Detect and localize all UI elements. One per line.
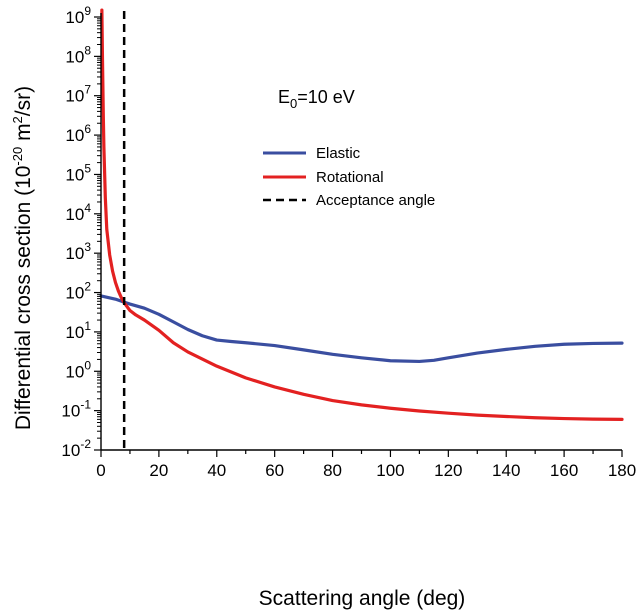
y-tick-label: 107 — [65, 83, 91, 106]
x-tick-label: 20 — [149, 461, 168, 480]
x-tick-label: 180 — [608, 461, 636, 480]
y-axis-label-suffix: /sr) — [12, 86, 35, 116]
y-tick-label: 108 — [65, 43, 91, 66]
x-ticks: 0 20 40 60 80 100 120 140 160 180 — [96, 450, 636, 480]
x-tick-label: 60 — [265, 461, 284, 480]
legend-label-acceptance: Acceptance angle — [316, 192, 435, 209]
series-line-rotational — [100, 8, 624, 421]
legend-label-rotational: Rotational — [316, 169, 384, 186]
y-tick-label: 103 — [65, 240, 91, 263]
y-axis-label-prefix: Differential cross section (10 — [12, 166, 35, 431]
energy-annotation-rest: =10 eV — [297, 87, 355, 107]
x-tick-label: 0 — [96, 461, 105, 480]
x-tick-label: 120 — [434, 461, 462, 480]
x-tick-label: 140 — [492, 461, 520, 480]
y-tick-label: 101 — [65, 319, 91, 342]
energy-annotation-subscript: 0 — [290, 96, 297, 111]
energy-annotation: E0=10 eV — [278, 87, 355, 111]
x-axis-label: Scattering angle (deg) — [259, 587, 466, 610]
y-tick-label: 10-2 — [61, 437, 91, 460]
y-tick-label: 109 — [65, 4, 91, 27]
y-axis-label-unit-exponent: 2 — [10, 116, 25, 123]
y-axis-label: Differential cross section (10-20 m2/sr) — [10, 86, 35, 430]
y-tick-label: 102 — [65, 280, 91, 303]
legend-label-elastic: Elastic — [316, 145, 361, 162]
y-tick-label: 106 — [65, 122, 91, 145]
energy-annotation-main: E — [278, 87, 290, 107]
axes — [100, 13, 622, 451]
x-tick-label: 100 — [376, 461, 404, 480]
y-axis-label-exponent: -20 — [10, 147, 25, 166]
x-tick-label: 80 — [323, 461, 342, 480]
y-ticks: 10-2 10-1 100 101 102 103 104 105 106 107 108 109 — [61, 4, 101, 460]
y-tick-label: 105 — [65, 161, 91, 184]
plot-series — [99, 8, 624, 450]
y-tick-label: 104 — [65, 201, 91, 224]
x-tick-label: 160 — [550, 461, 578, 480]
y-tick-label: 100 — [65, 358, 91, 381]
y-tick-label: 10-1 — [61, 398, 91, 421]
legend: Elastic Rotational Acceptance angle — [263, 145, 435, 209]
y-axis-label-unit: m — [12, 123, 35, 146]
series-line-elastic — [99, 294, 624, 364]
x-tick-label: 40 — [207, 461, 226, 480]
